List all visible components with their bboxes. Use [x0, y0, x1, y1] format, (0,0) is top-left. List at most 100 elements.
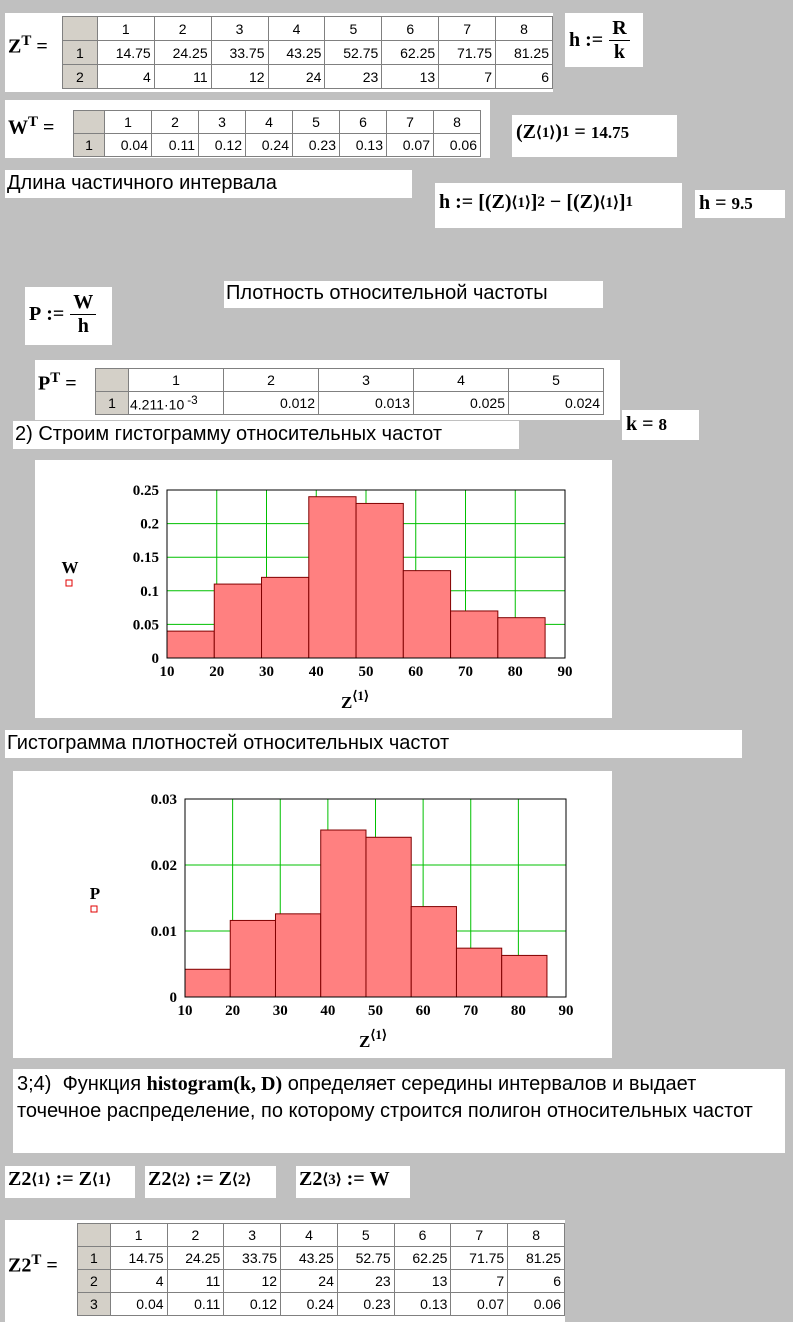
y-tick-label: 0.05 [133, 617, 159, 633]
y-tick-label: 0.15 [133, 550, 159, 566]
rhs: W [369, 1168, 390, 1190]
eq: = [46, 1254, 58, 1277]
column-header: 6 [339, 110, 387, 134]
lhs: Z2 [148, 1168, 172, 1190]
y-tick-label: 0.03 [151, 792, 177, 808]
y-axis-label: P [90, 884, 100, 903]
bar [166, 630, 215, 659]
sup: T [28, 114, 39, 130]
op: = [574, 121, 586, 143]
column-header: 4 [245, 110, 293, 134]
text: 3;4) Функция [17, 1073, 147, 1095]
lhs: h [699, 192, 711, 214]
cell: 12 [223, 1269, 282, 1293]
x-tick-label: 10 [160, 664, 175, 680]
cell: 33.75 [223, 1246, 282, 1270]
cell: 0.13 [393, 1292, 452, 1316]
rhs: Z [78, 1168, 92, 1190]
base: Z [522, 121, 537, 143]
row-index: 1 [62, 40, 98, 65]
expr-region: k = 8 [622, 410, 699, 440]
cell: 62.25 [393, 1246, 452, 1270]
column-header: 7 [438, 16, 497, 41]
chart-region: 10 20 30 40 50 60 70 80 90 0 0.05 0.1 0.15 0.2 0.25 W Z⟨… [35, 460, 612, 718]
column-header: 7 [386, 110, 434, 134]
lhs: P [29, 303, 42, 325]
column-header: 1 [96, 16, 155, 41]
column-header: 8 [433, 110, 481, 134]
bar [320, 829, 367, 998]
cell: 4.211·10 -3 [128, 391, 224, 415]
bar [229, 919, 276, 998]
plot-frame [166, 489, 566, 659]
column-header: 2 [223, 368, 319, 392]
paragraph: 3;4) Функция histogram(k, D) определяет … [17, 1071, 757, 1125]
column-header: 3 [223, 1223, 282, 1247]
column-header: 3 [318, 368, 414, 392]
den: k [613, 41, 625, 63]
lhs: P [38, 372, 51, 395]
x-tick-label: 80 [508, 664, 523, 680]
trace-marker [65, 579, 73, 587]
op: := [455, 191, 474, 213]
x-label-sup: ⟨1⟩ [352, 688, 369, 703]
op: = [642, 413, 654, 435]
cell: 4 [96, 64, 155, 89]
column-header: 4 [267, 16, 326, 41]
y-tick-label: 0.2 [140, 517, 159, 533]
column-header: 5 [508, 368, 604, 392]
cell: 0.06 [507, 1292, 565, 1316]
matrix: 1 2 3 4 5 6 7 8 1 14.75 24.25 33.75 43.25 52.75 62.25 7… [62, 16, 553, 89]
cell: 6 [507, 1269, 565, 1293]
column-header: 2 [153, 16, 212, 41]
bar [355, 502, 404, 659]
op: := [46, 303, 65, 325]
cell: 11 [166, 1269, 225, 1293]
table-region: Z2T = 1 2 3 4 5 6 7 8 1 14.75 24.25 33.75 43.25 52.75 6… [5, 1220, 565, 1322]
cell: 6 [495, 64, 553, 89]
cell: 13 [381, 64, 440, 89]
x-tick-label: 70 [458, 664, 473, 680]
cell: 12 [210, 64, 269, 89]
sup: ⟨2⟩ [171, 1172, 191, 1188]
cell: 71.75 [450, 1246, 509, 1270]
expr-region: (Z ⟨1⟩) 1 = 14.75 [512, 115, 677, 157]
cell: 23 [324, 64, 383, 89]
cell: 11 [153, 64, 212, 89]
cell: 0.04 [109, 1292, 168, 1316]
column-header: 3 [210, 16, 269, 41]
sup: T [31, 1252, 42, 1268]
cell: 0.23 [336, 1292, 395, 1316]
column-header: 5 [292, 110, 340, 134]
cell: 52.75 [336, 1246, 395, 1270]
text: Гистограмма плотностей относительных час… [7, 732, 450, 754]
row: 3 0.04 0.11 0.12 0.24 0.23 0.13 0.07 0.06 [77, 1292, 565, 1316]
bar [497, 617, 546, 659]
op: := [346, 1168, 365, 1190]
cell: 7 [450, 1269, 509, 1293]
column-header: 8 [507, 1223, 565, 1247]
cell: 0.06 [433, 133, 481, 157]
expr: Z2 ⟨2⟩ := Z ⟨2⟩ [148, 1168, 251, 1191]
cell: 62.25 [381, 40, 440, 65]
cell: 7 [438, 64, 497, 89]
trace-marker [90, 905, 98, 913]
column-header: 6 [381, 16, 440, 41]
row-index: 1 [95, 391, 129, 415]
sub: 1 [561, 124, 570, 140]
table-region: WT = 1 2 3 4 5 6 7 8 1 0.04 0.11 0.12 0.24 0.23 0.13 0.0… [5, 100, 490, 158]
column-header: 4 [413, 368, 509, 392]
op: := [55, 1168, 74, 1190]
num: R [609, 17, 630, 41]
y-tick-label: 0.1 [140, 584, 159, 600]
sup: ⟨1⟩ [91, 1172, 112, 1188]
lhs: k [626, 413, 638, 435]
bracket: ] [530, 191, 538, 213]
bar [450, 610, 499, 659]
sup: ⟨1⟩ [599, 195, 619, 211]
